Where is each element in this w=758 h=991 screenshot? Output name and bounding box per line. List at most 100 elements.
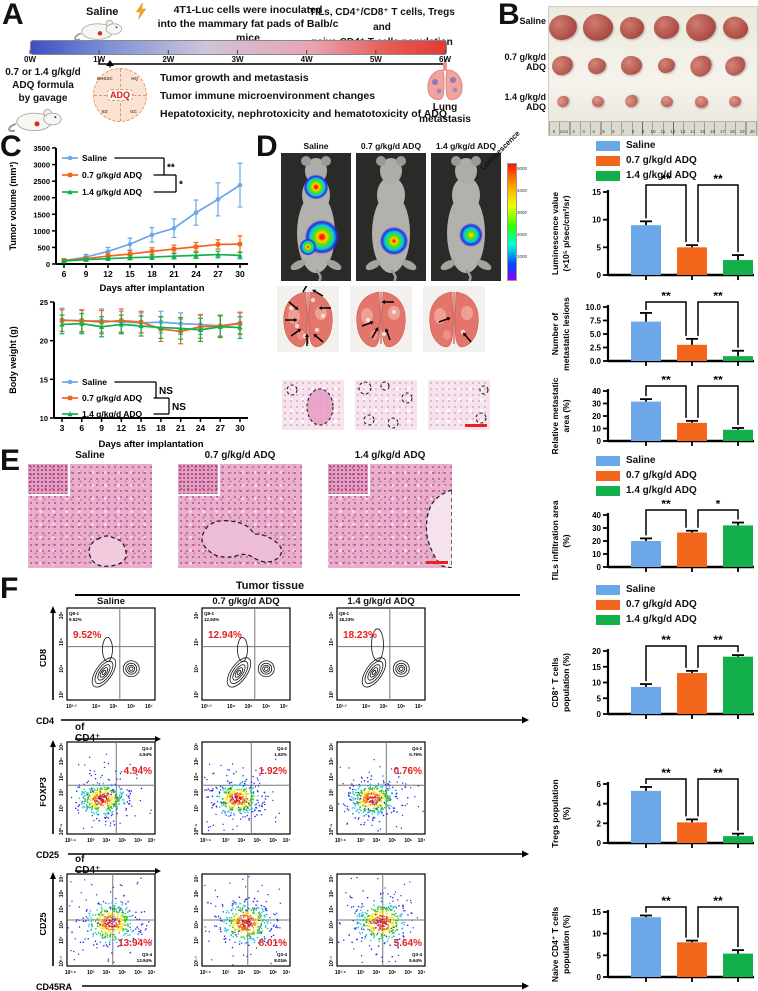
tumor-specimen [729,95,742,108]
svg-text:3500: 3500 [33,144,50,153]
histology-annotations [88,535,127,567]
lung-icon [427,62,463,100]
svg-text:21: 21 [169,269,179,279]
svg-text:Q4-2: Q4-2 [142,746,153,751]
tumor-photo-panel: 0 1cm 2 3 4 5 6 7 8 9 10 11 12 13 14 15 16 17 18 19 20 [548,6,758,136]
svg-text:8.01%: 8.01% [274,958,287,963]
svg-text:10⁵: 10⁵ [253,970,262,976]
svg-text:CD25: CD25 [36,850,59,860]
tumor-specimen [686,52,716,80]
scale-bar [465,424,487,427]
svg-text:Days after implantation: Days after implantation [99,283,204,294]
svg-text:10⁶: 10⁶ [269,970,277,976]
lung-histology-07 [355,380,417,430]
svg-text:10⁵: 10⁵ [388,838,397,844]
svg-text:10⁷: 10⁷ [194,875,200,883]
svg-text:18: 18 [147,269,157,279]
svg-text:27: 27 [213,269,223,279]
histology-annotations [425,489,453,569]
histology-annotations [201,520,283,563]
svg-text:10: 10 [40,414,48,423]
svg-text:10⁶: 10⁶ [127,704,135,710]
svg-text:10⁶: 10⁶ [59,611,65,619]
timeline-tick: 4W [300,55,313,64]
svg-text:10²: 10² [194,804,200,812]
svg-text:10⁷: 10⁷ [329,875,335,883]
svg-text:15: 15 [136,423,146,433]
legend-label: Saline [626,140,656,151]
tumor-specimen [555,93,571,109]
svg-text:10⁵: 10⁵ [118,970,127,976]
svg-text:Relative metastatic: Relative metastatic [550,377,560,454]
svg-text:3000: 3000 [33,161,50,170]
svg-text:10⁷: 10⁷ [418,838,426,844]
svg-text:(%): (%) [561,807,571,820]
svg-text:18.23%: 18.23% [343,630,377,641]
svg-text:10⁵: 10⁵ [245,704,254,710]
svg-text:10¹·⁵: 10¹·⁵ [65,970,77,976]
svg-text:10³: 10³ [59,691,65,699]
lung-photo-14 [423,286,485,352]
svg-text:10³: 10³ [329,936,335,944]
tumor-volume-chart: 0 500 1000 1500 2000 2500 3000 3500 6 9 12 15 18 21 24… [8,144,248,294]
outcome-2: Tumor immune microenvironment changes [160,90,376,102]
ruler-number: 20 [749,129,755,134]
svg-text:**: ** [661,500,671,511]
panel-c-label: C [0,130,22,163]
svg-text:8.01%: 8.01% [259,938,287,949]
svg-text:2: 2 [597,819,602,828]
svg-text:10.0: 10.0 [585,303,601,312]
svg-text:10: 10 [592,930,601,939]
legend-swatch [596,615,620,625]
colorbar-tick: 5000 [517,166,528,171]
svg-text:10²·²: 10²·² [66,704,77,710]
ruler-number: 3 [582,129,585,134]
svg-text:20: 20 [592,647,601,656]
svg-text:15: 15 [592,663,601,672]
svg-text:metastatic lesions: metastatic lesions [561,297,571,371]
svg-text:20: 20 [40,337,48,346]
x-axis-CD25: CD25 [36,850,529,860]
legend-swatch [596,471,620,481]
svg-text:10⁵: 10⁵ [329,637,335,646]
svg-text:10⁶: 10⁶ [134,970,142,976]
svg-text:40: 40 [592,387,601,396]
tumor-specimen [652,14,681,41]
svg-text:population (%): population (%) [561,915,571,974]
svg-text:15: 15 [125,269,135,279]
svg-text:7.5: 7.5 [590,317,602,326]
svg-text:20: 20 [592,537,601,546]
svg-text:10⁷: 10⁷ [283,970,291,976]
legend-swatch [596,486,620,496]
svg-text:10⁷: 10⁷ [145,704,153,710]
svg-text:9.52%: 9.52% [69,617,82,622]
tumor-specimen [580,11,615,44]
svg-text:10³: 10³ [222,970,230,976]
tils-line1: TILs, CD4⁺/CD8⁺ T cells, Tregs and [309,7,455,33]
f-header: Tumor tissue [235,580,305,592]
svg-text:10⁵: 10⁵ [118,838,127,844]
svg-text:10⁴: 10⁴ [373,838,382,844]
treatment-text: 0.7 or 1.4 g/kg/d ADQ formula by gavage [0,66,86,105]
svg-text:0.76%: 0.76% [409,752,422,757]
svg-text:0: 0 [597,973,602,982]
svg-text:CD25: CD25 [40,912,48,935]
d-col-label-saline: Saline [303,141,329,151]
svg-text:12.94%: 12.94% [208,630,242,641]
svg-text:15: 15 [592,188,601,197]
svg-text:Number of: Number of [550,313,560,356]
svg-text:10⁶: 10⁶ [59,889,65,897]
legend-swatch [596,600,620,610]
svg-text:9.52%: 9.52% [73,630,101,641]
ruler-number: 16 [709,129,715,134]
svg-text:Tregs population: Tregs population [550,779,560,847]
svg-text:30: 30 [235,423,245,433]
svg-text:10⁴: 10⁴ [194,664,200,673]
formula-component: GC [130,109,137,114]
lung-metastasis-label: Lung metastasis [419,102,471,125]
svg-text:10⁵: 10⁵ [59,757,65,766]
treatment-line1: 0.7 or 1.4 g/kg/d [5,67,81,78]
b-row-label-07: 0.7 g/kg/d ADQ [504,52,546,72]
